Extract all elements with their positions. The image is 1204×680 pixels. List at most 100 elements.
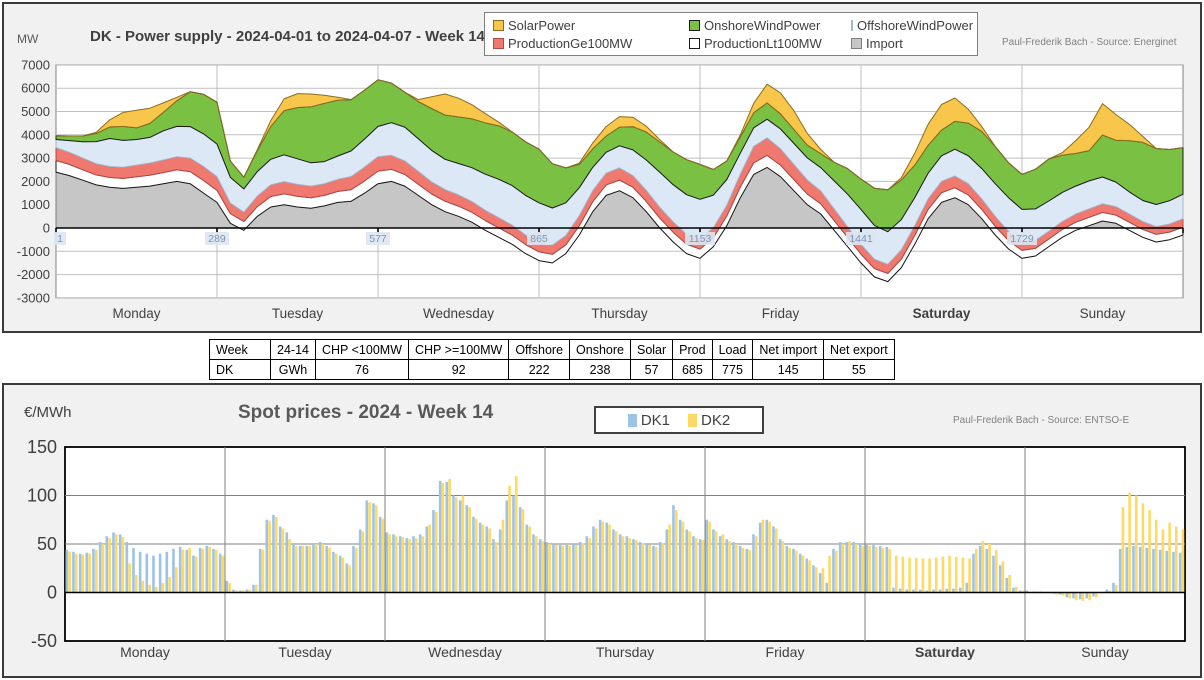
bar-DK1 [505,500,509,593]
bar-DK2 [1174,526,1178,593]
table-cell: 775 [711,359,754,380]
bar-DK1 [292,544,295,593]
x-tick-box [685,232,715,245]
table-header-cell: Net export [823,339,895,360]
bar-DK2 [674,510,678,593]
bar-DK1 [892,587,895,593]
table-cell: DK [209,359,271,380]
bar-DK1 [825,582,829,593]
bar-DK1 [118,534,122,593]
bar-DK1 [918,589,922,593]
day-label: Monday [120,644,170,660]
y-tick-label: 4000 [21,127,50,142]
bar-DK2 [221,555,225,593]
bar-DK2 [788,547,791,593]
day-label: Wednesday [428,644,502,660]
bar-DK2 [214,549,218,593]
bar-DK2 [881,547,885,593]
bar-DK2 [888,548,891,593]
table-cell: 57 [629,359,674,380]
bar-DK1 [72,551,75,593]
bar-DK1 [745,548,749,593]
bar-DK2 [834,550,838,593]
x-tick-label: 1153 [689,233,712,245]
bar-DK1 [592,526,595,593]
bar-DK2 [608,524,611,593]
bar-DK2 [1161,529,1165,593]
bar-DK1 [1138,546,1142,593]
bar-DK2 [321,544,325,593]
x-tick-label: 1729 [1010,233,1034,245]
bar-DK2 [334,553,338,593]
table-cell: 685 [672,359,713,380]
bar-DK2 [428,524,431,593]
table-header-cell: Net import [752,339,825,360]
day-label: Thursday [596,644,654,660]
spot-y-axis-unit: €/MWh [24,404,72,421]
bar-DK2 [661,543,665,593]
x-tick-box [527,232,551,245]
bar-DK1 [878,545,882,593]
day-label: Tuesday [278,644,331,660]
y-tick-label: 0 [43,221,50,236]
bar-DK2 [434,511,438,593]
bar-DK1 [998,565,1002,593]
bar-DK2 [601,521,605,593]
bar-DK2 [614,531,618,593]
bar-DK1 [718,536,722,593]
bar-DK1 [125,542,129,593]
bar-DK2 [461,495,465,593]
bar-DK1 [1112,582,1115,593]
y-tick-label: -1000 [17,244,50,259]
bar-DK1 [665,529,669,593]
bar-DK2 [441,482,445,593]
y-tick-label: 0 [47,583,57,603]
bar-DK2 [114,534,118,593]
bar-DK1 [1025,590,1029,593]
bar-DK1 [205,545,209,593]
bar-DK1 [932,589,935,593]
bar-DK2 [474,518,478,593]
bar-DK2 [108,538,111,593]
bar-DK2 [974,548,978,593]
bar-DK1 [618,534,622,593]
bar-DK2 [368,502,371,593]
bar-DK2 [94,549,98,593]
table-header-cell: CHP <100MW [314,339,410,360]
bar-DK2 [921,558,925,593]
bar-DK2 [194,556,198,593]
table-header-cell: 24-14 [270,339,316,360]
legend-swatch-icon [851,37,862,49]
day-label: Sunday [1080,306,1126,321]
bar-DK2 [1154,519,1158,593]
legend-swatch-icon [493,37,504,49]
bar-DK2 [1054,592,1058,595]
bar-DK1 [805,558,809,593]
bar-DK2 [594,528,598,593]
legend-swatch-icon [493,19,504,31]
bar-DK2 [281,528,285,593]
bar-DK2 [821,568,825,593]
bar-DK2 [1081,592,1085,602]
bar-DK2 [128,563,131,593]
bar-DK2 [508,485,511,593]
bar-DK2 [568,545,571,593]
bar-DK1 [792,548,795,593]
bar-DK2 [121,537,125,593]
bar-DK2 [734,544,738,593]
bar-DK2 [794,550,798,593]
table-cell: 238 [569,359,631,380]
bar-DK1 [645,544,649,593]
bar-DK2 [714,531,718,593]
bar-DK1 [478,522,482,593]
supply-y-axis-unit: MW [17,32,39,46]
bar-DK2 [154,586,158,593]
x-tick-box [846,232,876,245]
bar-DK1 [305,545,309,593]
bar-DK1 [312,544,315,593]
bar-DK1 [1172,551,1175,593]
bar-DK2 [308,545,311,593]
legend-label: DK1 [640,411,670,429]
bar-DK2 [274,516,278,593]
y-tick-label: 2000 [21,174,50,189]
